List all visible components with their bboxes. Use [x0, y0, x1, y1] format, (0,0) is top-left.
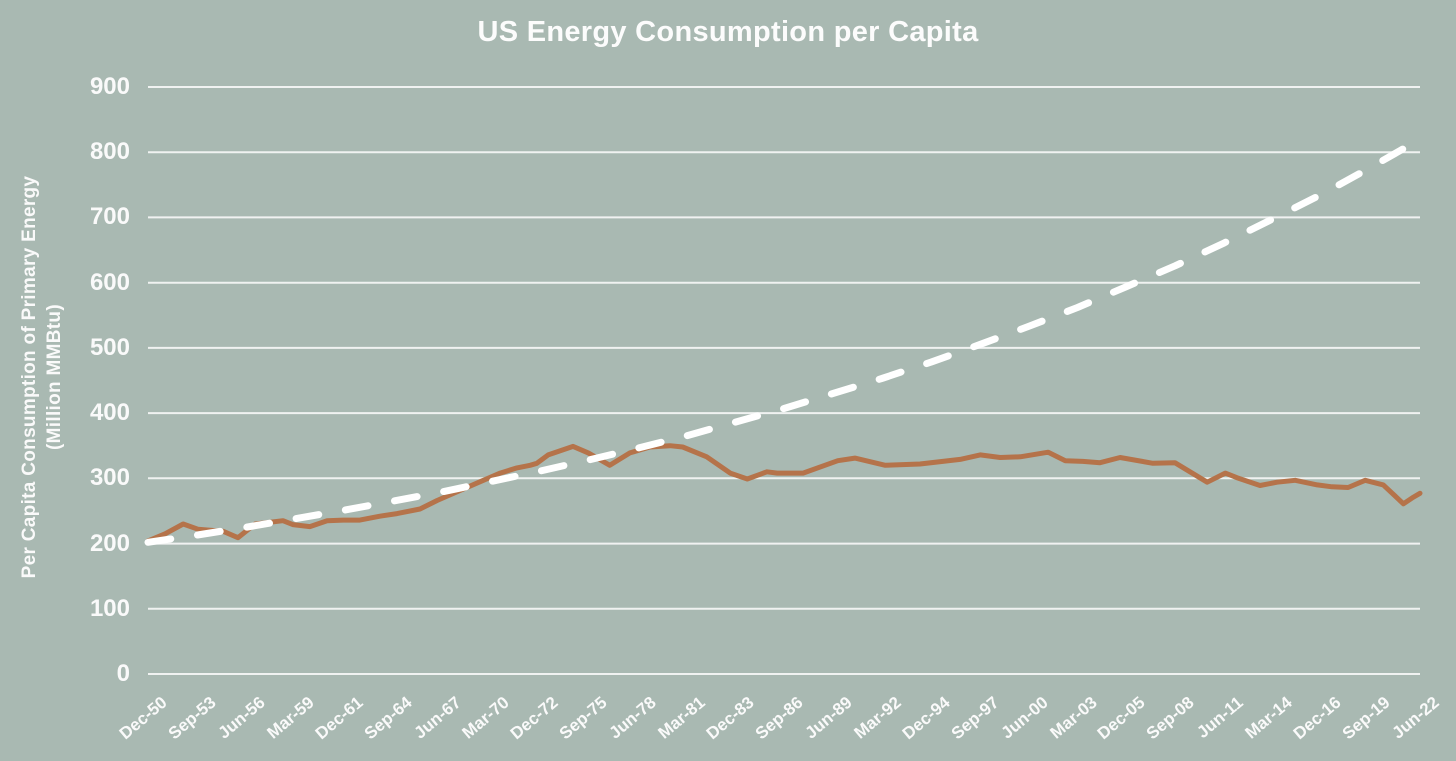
- y-tick-label: 700: [89, 203, 130, 230]
- y-tick-label: 500: [89, 334, 130, 361]
- y-tick-label: 0: [116, 660, 130, 687]
- y-tick-label: 600: [89, 269, 130, 296]
- y-tick-label: 200: [89, 530, 130, 557]
- chart-title: US Energy Consumption per Capita: [477, 16, 979, 48]
- y-tick-label: 800: [89, 138, 130, 165]
- y-tick-label: 100: [89, 595, 130, 622]
- y-tick-label: 400: [89, 399, 130, 426]
- y-tick-label: 300: [89, 464, 130, 491]
- y-tick-label: 900: [89, 73, 130, 100]
- trend-series-line: [144, 135, 1424, 546]
- actual-series-line: [145, 443, 1423, 544]
